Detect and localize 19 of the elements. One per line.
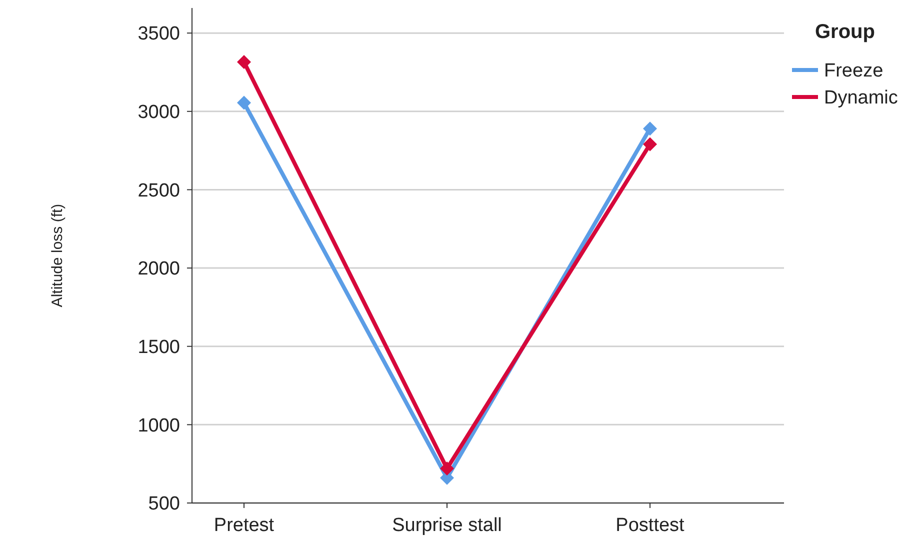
point — [440, 462, 454, 476]
y-tick-label: 1500 — [138, 337, 180, 358]
legend-title: Group — [815, 21, 875, 43]
x-tick-label: Pretest — [214, 515, 275, 536]
x-tick-label: Posttest — [616, 515, 686, 536]
point — [643, 137, 657, 152]
y-tick-label: 2000 — [138, 258, 180, 280]
y-axis-title: Altitude loss (ft) — [49, 204, 66, 308]
point — [237, 55, 251, 70]
y-tick-label: 3500 — [138, 24, 180, 45]
y-tick-label: 500 — [148, 494, 180, 515]
y-tick-label: 3000 — [138, 102, 180, 124]
point — [643, 122, 657, 136]
y-tick-label: 1000 — [138, 415, 180, 436]
legend-label: Freeze — [824, 60, 884, 82]
y-tick-label: 2500 — [138, 180, 180, 202]
point — [237, 96, 251, 110]
legend-label: Dynamic — [824, 88, 898, 109]
x-tick-label: Surprise stall — [392, 515, 502, 536]
